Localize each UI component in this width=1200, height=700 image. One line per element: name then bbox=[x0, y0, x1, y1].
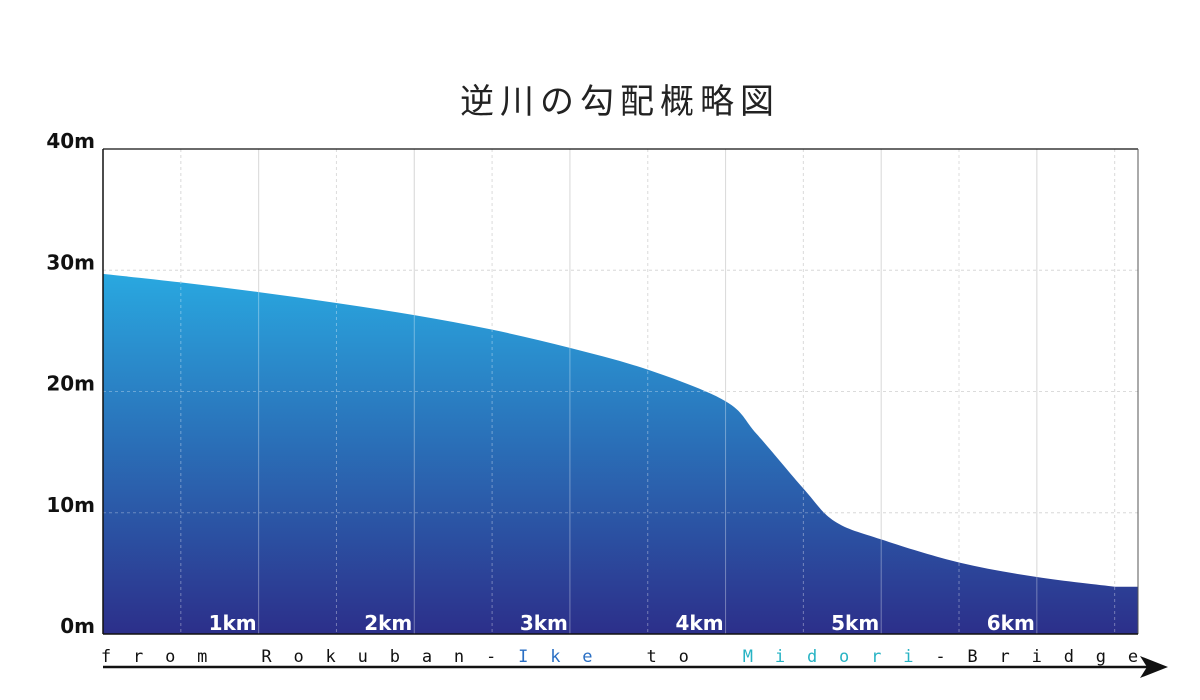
caption-char: r bbox=[871, 647, 881, 667]
elevation-area bbox=[103, 273, 1138, 634]
caption-char: r bbox=[1000, 647, 1010, 667]
y-tick-label: 40m bbox=[46, 129, 95, 153]
caption-char: g bbox=[1096, 647, 1106, 667]
caption-char: d bbox=[807, 647, 817, 667]
caption-char: R bbox=[261, 647, 272, 667]
caption-char: - bbox=[935, 647, 945, 667]
caption-char: o bbox=[839, 647, 849, 667]
caption-char: k bbox=[550, 647, 560, 667]
caption-char: e bbox=[582, 647, 592, 667]
caption-char: u bbox=[358, 647, 368, 667]
y-tick-label: 0m bbox=[60, 614, 95, 638]
caption-char: r bbox=[133, 647, 143, 667]
caption-char: i bbox=[775, 647, 785, 667]
overlay-grid bbox=[103, 148, 1138, 634]
y-tick-label: 30m bbox=[46, 250, 95, 274]
caption-char: m bbox=[197, 647, 207, 667]
caption-char: k bbox=[326, 647, 336, 667]
y-tick-label: 10m bbox=[46, 493, 95, 517]
x-tick-label: 5km bbox=[831, 611, 879, 635]
x-tick-label: 1km bbox=[209, 611, 257, 635]
caption-char: a bbox=[422, 647, 432, 667]
x-tick-label: 6km bbox=[987, 611, 1035, 635]
caption-char: I bbox=[518, 647, 528, 667]
caption-char: i bbox=[1032, 647, 1042, 667]
caption-char: B bbox=[967, 647, 977, 667]
caption-char: n bbox=[454, 647, 464, 667]
x-tick-label: 3km bbox=[520, 611, 568, 635]
chart-title: 逆川の勾配概略図 bbox=[460, 82, 780, 122]
caption-char: o bbox=[293, 647, 303, 667]
caption-char: f bbox=[101, 647, 111, 667]
caption-char: i bbox=[903, 647, 913, 667]
caption-char: t bbox=[646, 647, 656, 667]
caption-char: M bbox=[743, 647, 753, 667]
x-tick-labels: 1km 2km 3km 4km 5km 6km bbox=[209, 611, 1035, 635]
x-tick-label: 2km bbox=[364, 611, 412, 635]
caption-char: o bbox=[165, 647, 175, 667]
caption-char: - bbox=[486, 647, 496, 667]
caption-char: d bbox=[1064, 647, 1074, 667]
caption-char: e bbox=[1128, 647, 1138, 667]
arrow-head bbox=[1140, 656, 1168, 678]
x-tick-label: 4km bbox=[675, 611, 723, 635]
caption-char: b bbox=[390, 647, 400, 667]
direction-arrow bbox=[103, 656, 1168, 678]
axes bbox=[102, 148, 1139, 635]
y-tick-label: 20m bbox=[46, 372, 95, 396]
caption-char: o bbox=[679, 647, 689, 667]
y-tick-labels: 0m 10m 20m 30m 40m bbox=[46, 129, 95, 638]
